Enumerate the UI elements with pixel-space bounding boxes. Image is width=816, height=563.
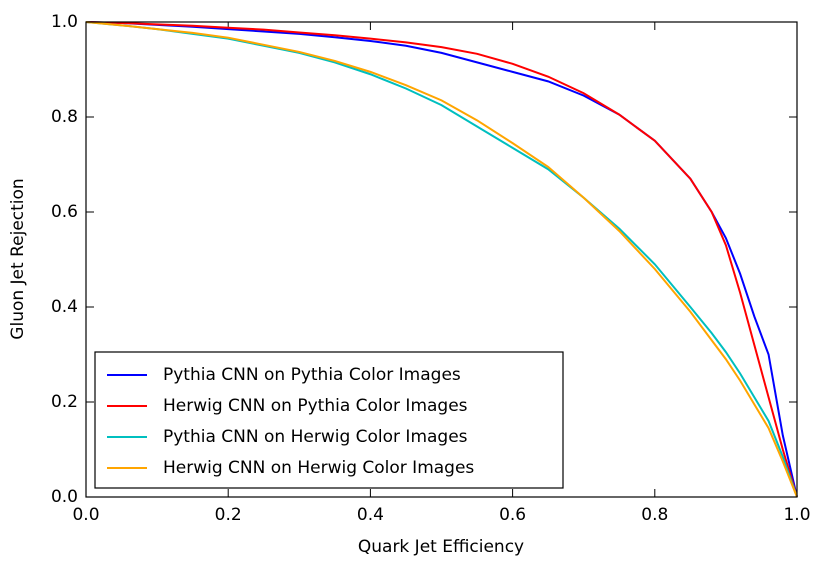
y-tick-label: 0.0 — [51, 487, 78, 507]
y-axis-label: Gluon Jet Rejection — [8, 178, 28, 339]
y-tick-label: 1.0 — [51, 12, 78, 32]
x-tick-label: 1.0 — [783, 505, 810, 525]
series-line — [85, 21, 798, 498]
y-tick-label: 0.6 — [51, 202, 78, 222]
y-tick-label: 0.8 — [51, 107, 78, 127]
legend-label: Pythia CNN on Herwig Color Images — [163, 427, 468, 447]
legend-label: Pythia CNN on Pythia Color Images — [163, 365, 461, 385]
legend-box — [94, 351, 564, 489]
x-tick-label: 0.2 — [215, 505, 242, 525]
x-tick-label: 0.4 — [357, 505, 384, 525]
y-tick-label: 0.2 — [51, 392, 78, 412]
legend-label: Herwig CNN on Herwig Color Images — [163, 458, 474, 478]
y-tick-label: 0.4 — [51, 297, 78, 317]
legend-label: Herwig CNN on Pythia Color Images — [163, 396, 468, 416]
x-axis-label: Quark Jet Efficiency — [358, 537, 524, 557]
series-line — [85, 21, 798, 498]
series-line — [85, 21, 798, 498]
x-tick-label: 0.8 — [641, 505, 668, 525]
x-tick-label: 0.0 — [72, 505, 99, 525]
x-tick-label: 0.6 — [499, 505, 526, 525]
plot-frame — [85, 21, 798, 498]
